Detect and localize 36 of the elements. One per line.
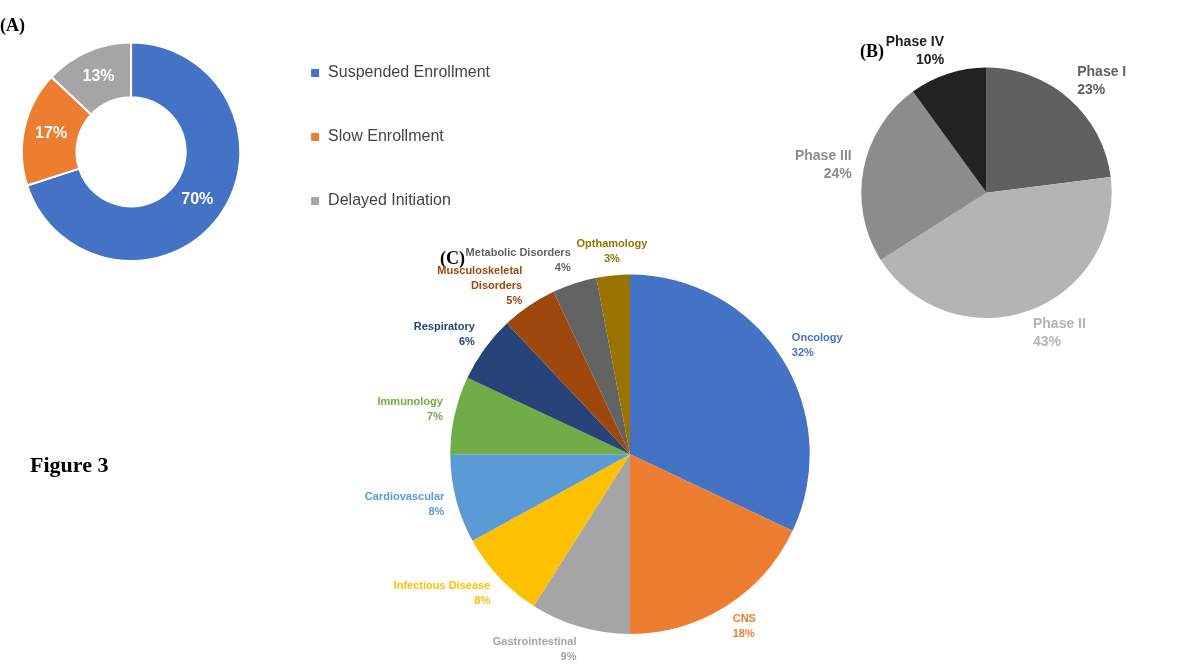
- chart-title: (B): [860, 41, 884, 63]
- slice-label: Cardiovascular: [364, 490, 446, 503]
- data-label: 23%: [1077, 80, 1106, 97]
- legend-label: Suspended Enrollment: [328, 63, 491, 81]
- data-label: 4%: [554, 261, 571, 274]
- legend-label: Delayed Initiation: [328, 191, 451, 209]
- legend-label: Slow Enrollment: [328, 127, 445, 145]
- data-label: 10%: [916, 50, 945, 67]
- data-label: 70%: [181, 190, 214, 208]
- chart-title: (A): [0, 15, 25, 37]
- slice-label: Metabolic Disorders: [465, 246, 571, 259]
- data-label: 6%: [459, 335, 476, 348]
- data-label: 17%: [35, 124, 68, 142]
- slice-label: Respiratory: [413, 320, 476, 333]
- slice-label: Opthamology: [576, 237, 649, 250]
- data-label: 8%: [474, 594, 491, 607]
- slice-label: Immunology: [377, 395, 444, 408]
- slice-label: Phase III: [794, 146, 852, 163]
- data-label: 13%: [82, 67, 115, 85]
- caption: Figure 3: [30, 452, 109, 478]
- slice-label: CNS: [732, 611, 756, 624]
- data-label: 3%: [604, 252, 621, 265]
- data-label: 7%: [427, 410, 444, 423]
- data-label: 8%: [428, 505, 445, 518]
- slice-label: Phase II: [1032, 315, 1086, 332]
- slice-label: Oncology: [791, 330, 844, 343]
- data-label: 24%: [823, 164, 853, 181]
- slice-label: Infectious Disease: [393, 579, 491, 592]
- data-label: 9%: [560, 650, 577, 663]
- data-label: 32%: [791, 345, 815, 358]
- slice-label: Phase I: [1077, 62, 1127, 79]
- slice-label: Gastrointestinal: [492, 635, 577, 648]
- data-label: 18%: [732, 626, 755, 639]
- data-label: 43%: [1032, 333, 1062, 350]
- slice-label: Phase IV: [885, 32, 945, 49]
- data-label: 5%: [506, 293, 523, 306]
